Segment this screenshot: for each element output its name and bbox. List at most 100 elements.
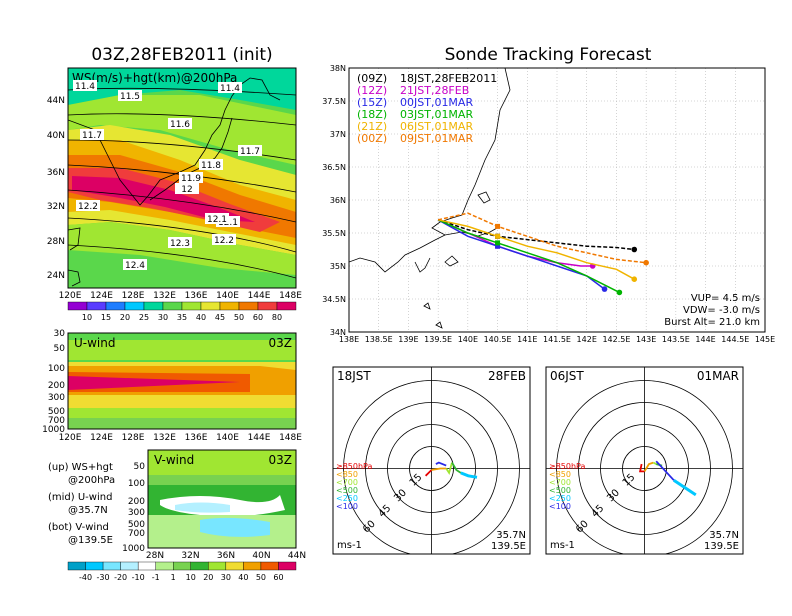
u-pressure-label: 50 xyxy=(54,344,66,354)
uv-colorbar-label: 50 xyxy=(256,573,266,582)
u-pressure-label: 500 xyxy=(48,407,65,417)
track-lon-label: 142.5E xyxy=(602,335,630,344)
track-lon-label: 143E xyxy=(636,335,656,344)
contour-label: 12.2 xyxy=(78,202,98,212)
contour-label-bg xyxy=(238,145,262,156)
track-legend-time: 09JST,01MAR xyxy=(400,132,473,145)
map-lon-labels: 120E 124E 128E 132E 136E 140E 144E 148E xyxy=(59,291,303,301)
track-line xyxy=(437,212,647,264)
uv-colorbar-swatch xyxy=(155,561,174,571)
contour-label-bg xyxy=(205,213,229,224)
hodograph-ring-label: 45 xyxy=(377,503,394,520)
hodograph-level-label: <700 xyxy=(336,478,358,487)
map-lon-label: 120E xyxy=(59,291,82,301)
uv-colorbar-label: 60 xyxy=(273,573,283,582)
contour-label-bg xyxy=(199,159,223,170)
param-vup: VUP= 4.5 m/s xyxy=(691,293,760,304)
hodograph-level-label: ≥850hPa xyxy=(336,462,373,471)
uv-colorbar-swatch xyxy=(243,561,262,571)
hodograph-ring-label: 45 xyxy=(590,503,607,520)
u-lon-label: 144E xyxy=(248,433,271,443)
hodograph-time-label: 18JST xyxy=(337,369,371,383)
hodograph-level-label: ≥850hPa xyxy=(549,462,586,471)
map-colorbar-swatch xyxy=(219,301,240,311)
map-lat-label: 40N xyxy=(47,131,65,141)
u-wind-time: 03Z xyxy=(269,336,293,350)
hodograph-lon-label: 139.5E xyxy=(704,541,739,552)
track-lat-labels: 34N 34.5N 35N 35.5N 36N 36.5N 37N 37.5N 38N xyxy=(322,64,346,337)
contour-label: 12.2 xyxy=(214,236,234,246)
map-colorbar-swatch xyxy=(86,301,107,311)
track-burst-marker xyxy=(495,240,501,246)
uv-colorbar-label: 10 xyxy=(186,573,196,582)
track-lon-label: 141E xyxy=(517,335,537,344)
track-burst-marker xyxy=(495,223,501,229)
track-endpoint xyxy=(631,246,638,253)
map-colorbar-label: 50 xyxy=(234,313,244,322)
map-colorbar-label: 25 xyxy=(139,313,149,322)
track-burst-marker xyxy=(495,243,501,249)
map-colorbar-swatch xyxy=(105,301,126,311)
track-endpoint xyxy=(616,289,623,296)
hodograph-level-label: <250 xyxy=(549,494,571,503)
track-lat-label: 37.5N xyxy=(322,97,346,106)
map-lon-label: 136E xyxy=(185,291,208,301)
track-lon-label: 139E xyxy=(398,335,418,344)
uv-colorbar-swatch xyxy=(137,561,156,571)
note-bot-line2: @139.5E xyxy=(68,535,113,546)
track-lon-label: 139.5E xyxy=(424,335,452,344)
track-lon-label: 143.5E xyxy=(662,335,690,344)
map-colorbar-swatch xyxy=(257,301,278,311)
u-lon-labels: 120E 124E 128E 132E 136E 140E 144E 148E xyxy=(59,433,303,443)
uv-colorbar-swatch xyxy=(190,561,209,571)
map-lon-label: 132E xyxy=(153,291,176,301)
track-legend-code: (12Z) xyxy=(357,84,387,97)
uv-colorbar-label: 30 xyxy=(221,573,231,582)
uv-colorbar-swatch xyxy=(102,561,121,571)
hodograph-lon-label: 139.5E xyxy=(491,541,526,552)
hodograph-unit-label: ms-1 xyxy=(550,540,575,551)
uv-colorbar-swatch xyxy=(208,561,227,571)
map-lon-label: 124E xyxy=(90,291,113,301)
u-pressure-label: 700 xyxy=(48,416,65,426)
v-wind-title: V-wind xyxy=(154,453,194,467)
hodograph-trace xyxy=(445,462,453,476)
track-legend-time: 03JST,01MAR xyxy=(400,108,473,121)
param-burst-alt: Burst Alt= 21.0 km xyxy=(664,317,760,328)
contour-label-bg xyxy=(118,90,142,101)
map-colorbar-swatch xyxy=(276,301,297,311)
map-lon-label: 148E xyxy=(279,291,302,301)
track-lat-label: 36.5N xyxy=(322,163,346,172)
note-mid-line2: @35.7N xyxy=(68,505,108,516)
hodograph-trace xyxy=(652,461,657,465)
contour-label-bg xyxy=(179,172,203,183)
contour-label-bg xyxy=(123,259,147,270)
v-pressure-label: 200 xyxy=(128,497,145,507)
contour-label-bg xyxy=(80,129,104,140)
hodograph-trace xyxy=(451,462,462,474)
hodograph-ring-label: 60 xyxy=(361,519,378,536)
hodograph-trace xyxy=(655,460,675,481)
note-up-line2: @200hPa xyxy=(68,475,115,486)
track-lat-label: 35.5N xyxy=(322,229,346,238)
map-colorbar-swatch xyxy=(200,301,221,311)
map-lon-label: 140E xyxy=(216,291,239,301)
map-lat-label: 24N xyxy=(47,271,65,281)
track-lon-label: 144E xyxy=(695,335,715,344)
hodograph-level-label: <100 xyxy=(336,502,358,511)
track-lon-labels: 138E 138.5E 139E 139.5E 140E 140.5E 141E 141.5E… xyxy=(339,335,775,344)
uv-colorbar-swatch xyxy=(67,561,86,571)
hodograph-frame xyxy=(545,366,744,555)
track-lon-label: 145E xyxy=(755,335,775,344)
map-colorbar-label: 35 xyxy=(177,313,187,322)
track-legend-time: 00JST,01MAR xyxy=(400,96,473,109)
uv-colorbar-swatch xyxy=(260,561,279,571)
track-lat-label: 38N xyxy=(330,64,346,73)
v-pressure-label: 700 xyxy=(128,529,145,539)
panel-legend-notes: (up) WS+hgt @200hPa (mid) U-wind @35.7N … xyxy=(48,462,115,546)
v-lat-label: 40N xyxy=(252,551,270,561)
contour-label: 12.4 xyxy=(125,261,145,271)
